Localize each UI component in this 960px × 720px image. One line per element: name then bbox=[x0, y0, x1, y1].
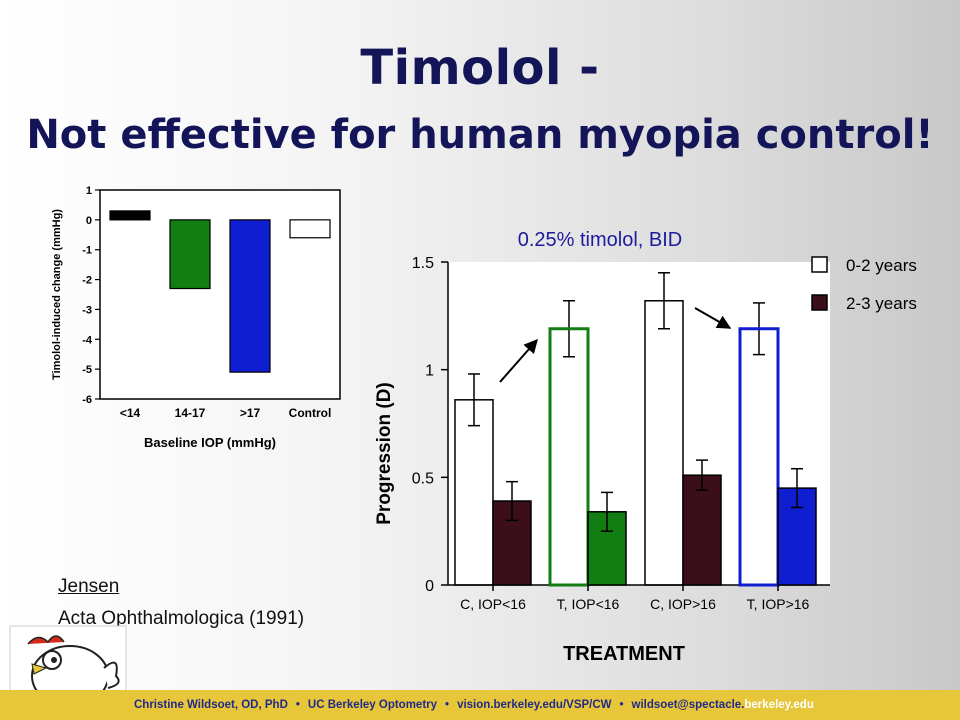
footer-separator: • bbox=[619, 699, 624, 711]
progression-chart: 0.25% timolol, BID 1.5 1 0.5 0 C, IOP<16 T, IO… bbox=[374, 229, 917, 665]
y-axis-label: Timolol-induced change (mmHg) bbox=[51, 209, 63, 380]
x-axis-label: Baseline IOP (mmHg) bbox=[144, 435, 276, 450]
footer-separator: • bbox=[445, 699, 450, 711]
footer-email[interactable]: wildsoet@spectacle. bbox=[631, 699, 745, 711]
bar bbox=[229, 219, 271, 373]
y-tick-label: 0 bbox=[86, 215, 92, 227]
x-tick-label: C, IOP>16 bbox=[650, 596, 716, 612]
trend-arrow bbox=[499, 338, 538, 383]
footer-separator: • bbox=[295, 699, 300, 711]
footer-dept: UC Berkeley Optometry bbox=[307, 699, 438, 711]
trend-arrow bbox=[694, 307, 732, 329]
y-tick-label: 0.5 bbox=[412, 470, 434, 487]
x-tick-label: Control bbox=[289, 406, 332, 420]
legend-swatch bbox=[811, 256, 828, 273]
bar bbox=[169, 219, 211, 290]
footer-email-domain[interactable]: berkeley.edu bbox=[744, 699, 814, 711]
bar bbox=[454, 399, 494, 586]
y-tick-label: -2 bbox=[82, 275, 92, 287]
x-tick-label: 14-17 bbox=[175, 406, 206, 420]
reference-journal: Acta Ophthalmologica (1991) bbox=[58, 608, 305, 629]
iop-change-chart: 1 0 -1 -2 -3 -4 -5 -6 <14 14-17 >17 Control Baseline… bbox=[51, 185, 341, 450]
x-tick-label: >17 bbox=[240, 406, 261, 420]
x-tick-label: T, IOP<16 bbox=[557, 596, 620, 612]
x-tick-label: <14 bbox=[120, 406, 141, 420]
bar bbox=[738, 327, 780, 587]
y-tick-label: -5 bbox=[82, 364, 92, 376]
bar bbox=[644, 300, 684, 586]
bar bbox=[682, 474, 722, 586]
legend-swatch bbox=[811, 294, 828, 311]
slide-title-line2: Not effective for human myopia control! bbox=[26, 112, 934, 158]
footer-name: Christine Wildsoet, OD, PhD bbox=[134, 699, 288, 711]
legend-label: 0-2 years bbox=[846, 256, 917, 275]
x-tick-label: C, IOP<16 bbox=[460, 596, 526, 612]
slide-title-line1: Timolol - bbox=[360, 40, 600, 96]
bar bbox=[548, 327, 590, 587]
bar bbox=[289, 219, 331, 239]
y-tick-label: 1 bbox=[425, 363, 434, 380]
y-axis-label: Progression (D) bbox=[374, 382, 395, 525]
x-tick-label: T, IOP>16 bbox=[747, 596, 810, 612]
y-tick-label: -3 bbox=[82, 304, 92, 316]
y-tick-label: -6 bbox=[82, 394, 92, 406]
reference-author: Jensen bbox=[58, 576, 120, 597]
x-axis-label: TREATMENT bbox=[563, 643, 685, 665]
y-tick-label: -1 bbox=[82, 245, 92, 257]
footer-url[interactable]: vision.berkeley.edu/VSP/CW bbox=[457, 699, 612, 711]
footer-bar: Christine Wildsoet, OD, PhD • UC Berkeley … bbox=[0, 690, 960, 720]
legend-label: 2-3 years bbox=[846, 294, 917, 313]
y-tick-label: 1 bbox=[86, 185, 92, 197]
y-tick-label: 0 bbox=[425, 578, 434, 595]
dosage-annotation: 0.25% timolol, BID bbox=[518, 229, 683, 251]
y-tick-label: 1.5 bbox=[412, 255, 434, 272]
y-tick-label: -4 bbox=[82, 334, 93, 346]
bar bbox=[109, 210, 151, 221]
